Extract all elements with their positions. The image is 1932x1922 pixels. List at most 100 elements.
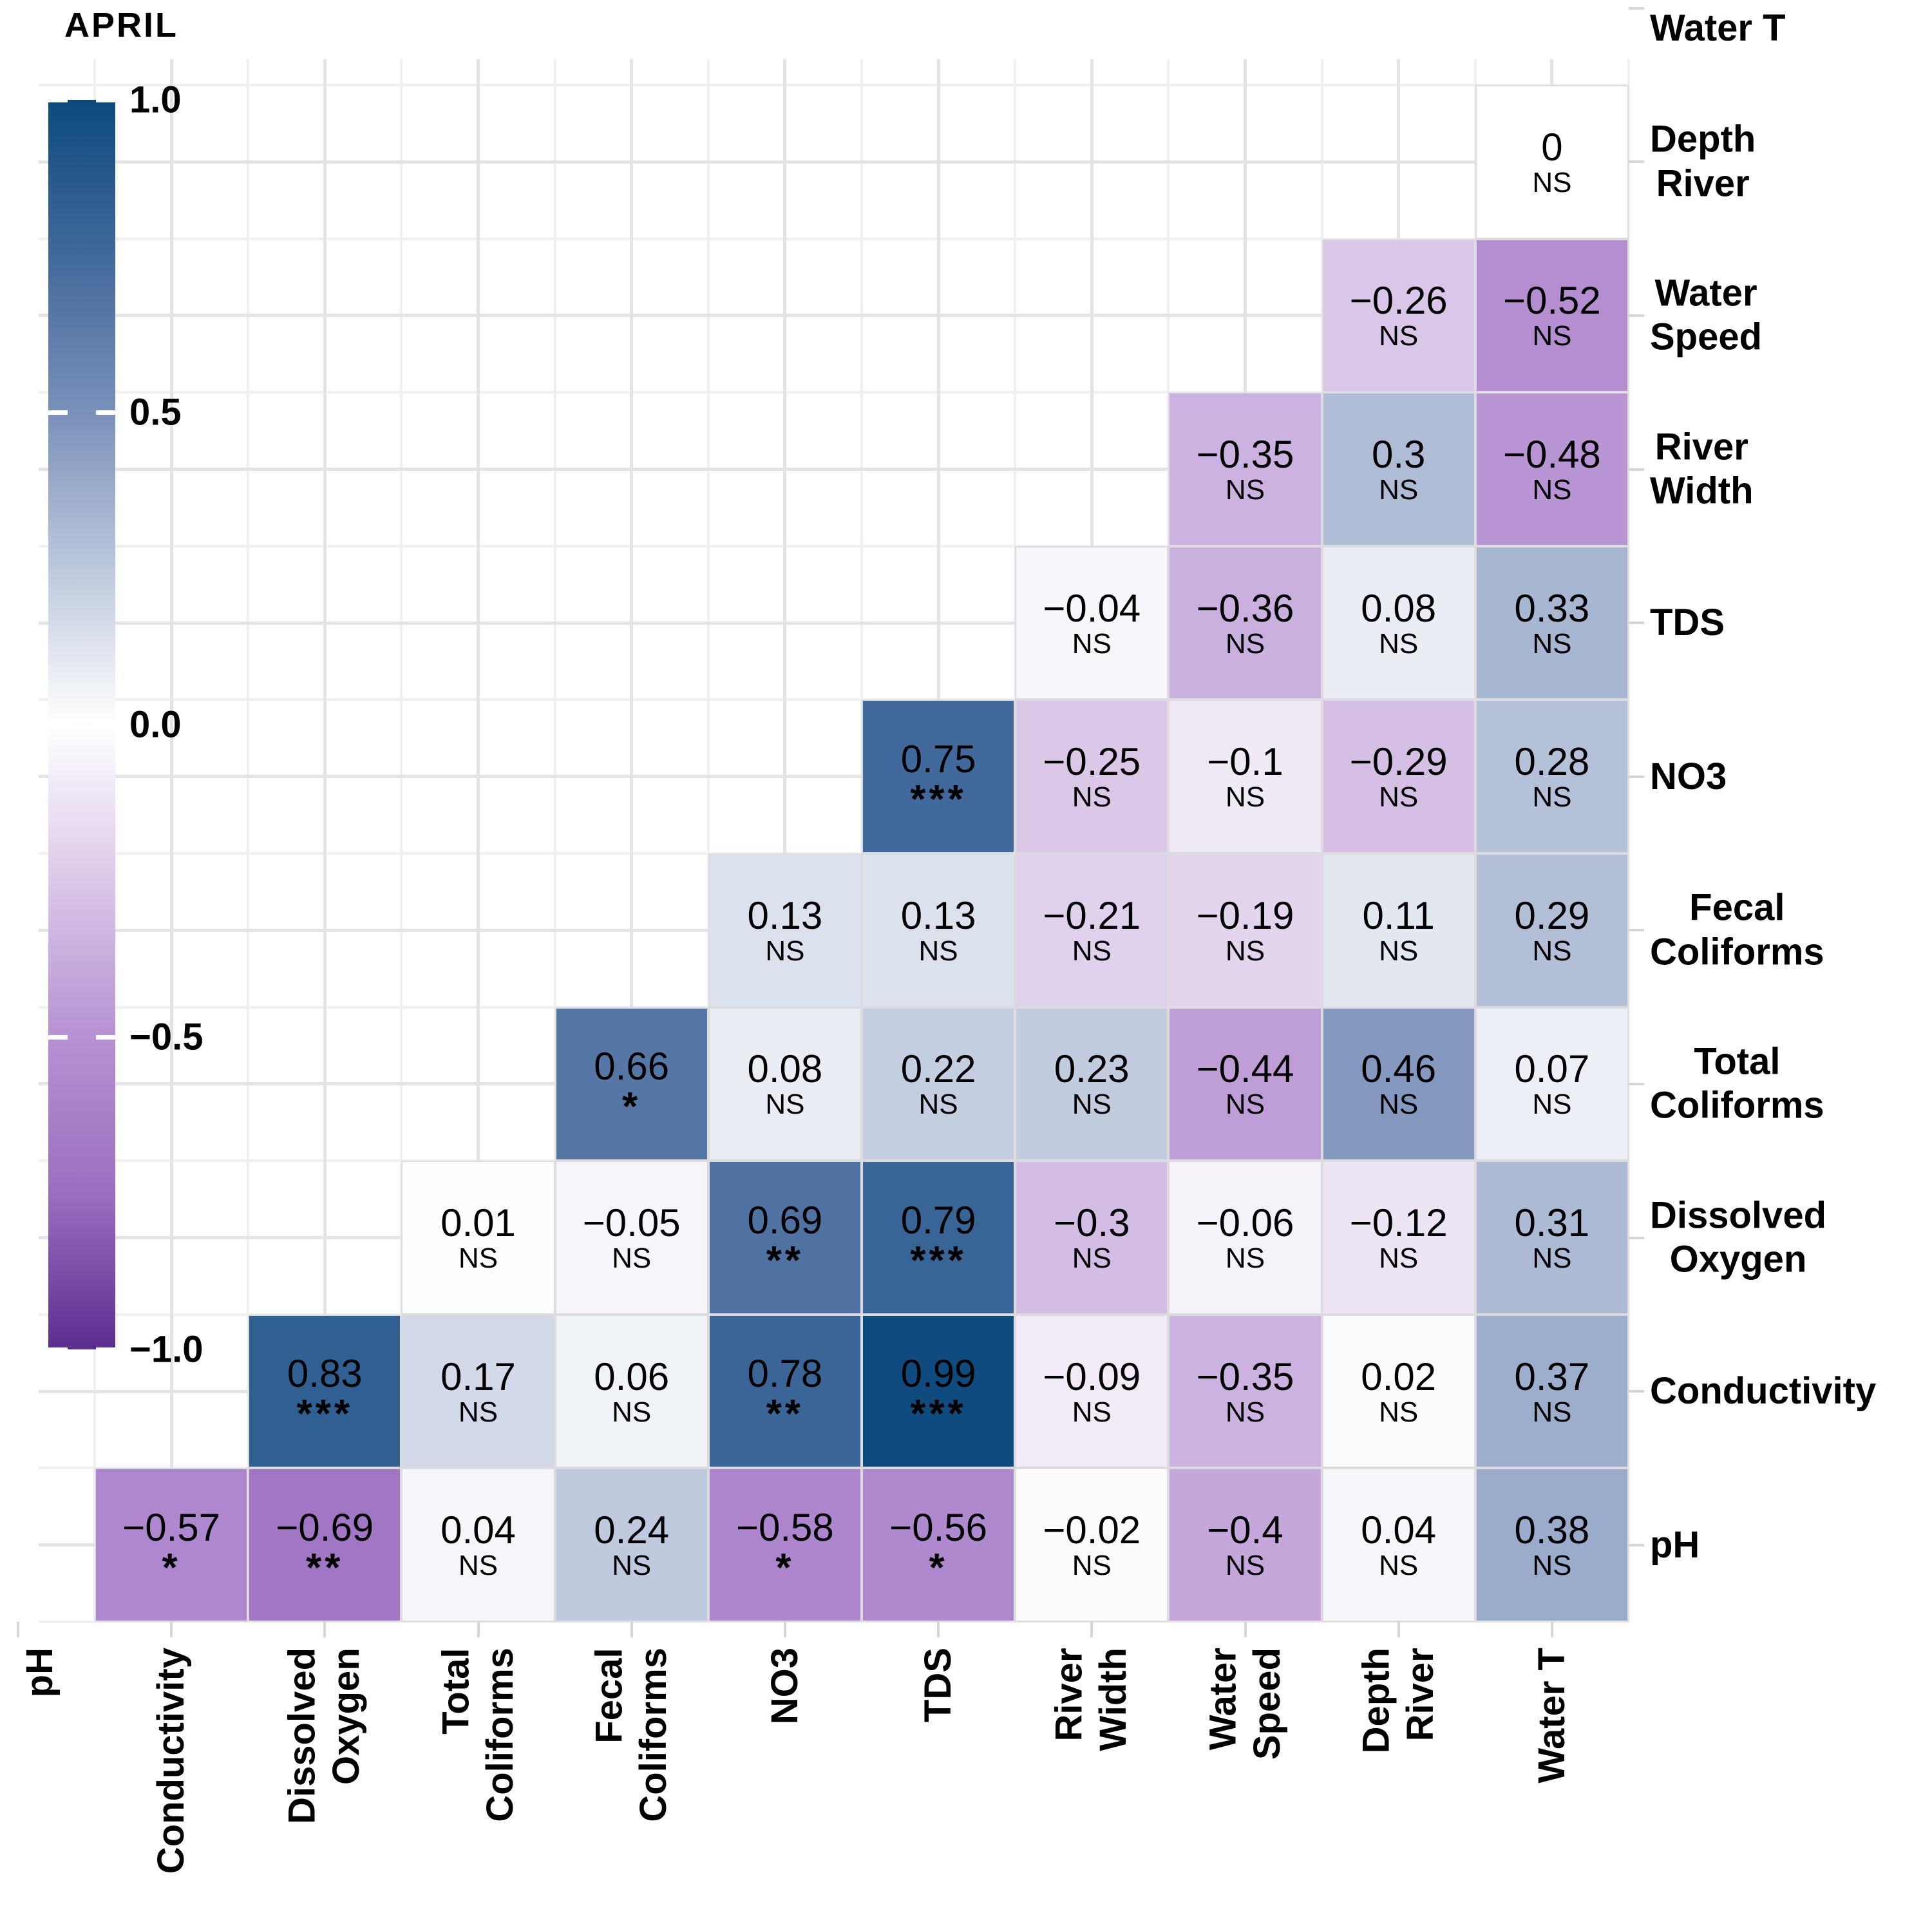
cell-significance: NS [1379,1550,1419,1582]
axis-tick-bottom [170,1622,173,1637]
cell-value: 0.02 [1361,1355,1437,1398]
cell-value: 0.83 [287,1352,363,1396]
axis-tick-bottom [16,1622,19,1637]
correlation-cell: 0.78 ** [708,1314,862,1469]
correlation-cell: −0.19 NS [1168,853,1322,1007]
cell-significance: NS [1532,781,1572,814]
cell-value: 0.08 [747,1047,823,1091]
colorbar-tick-mark [48,98,68,102]
cell-value: 0.99 [900,1352,976,1396]
gridline-minor-v [1627,59,1630,1622]
correlation-cell: −0.4 NS [1168,1468,1322,1622]
cell-significance: NS [1532,1396,1572,1428]
cell-significance: * [929,1545,948,1590]
gridline-major-h [39,621,1629,625]
cell-value: −0.04 [1043,586,1141,630]
correlation-cell: 0.75 *** [862,699,1016,853]
cell-significance: NS [1379,781,1419,814]
cell-value: 0.01 [440,1201,516,1244]
colorbar-tick-mark [96,1035,115,1040]
cell-value: −0.19 [1196,893,1294,937]
correlation-cell: −0.12 NS [1321,1161,1475,1315]
cell-value: −0.35 [1196,1355,1294,1398]
cell-value: 0 [1541,125,1563,169]
cell-value: 0.04 [1361,1508,1437,1552]
cell-significance: NS [918,1089,958,1121]
cell-value: −0.02 [1043,1508,1141,1552]
x-axis-label: Fecal Coliforms [588,1648,674,1822]
x-axis-label: NO3 [763,1648,806,1725]
cell-value: −0.56 [889,1505,987,1549]
y-axis-label: TDS [1650,601,1725,643]
correlation-cell: 0.08 NS [708,1007,862,1161]
gridline-minor-h [39,237,1629,240]
cell-value: −0.57 [122,1505,220,1549]
x-axis-label: Total Coliforms [435,1648,521,1822]
cell-significance: NS [1379,473,1419,506]
correlation-cell: 0.24 NS [554,1468,708,1622]
axis-tick-right [1629,160,1644,164]
gridline-minor-h [39,84,1629,86]
correlation-cell: 0.83 *** [248,1314,402,1469]
cell-significance: *** [910,777,967,822]
y-axis-label: Water Speed [1650,272,1763,358]
cell-significance: ** [766,1238,804,1283]
cell-significance: * [775,1545,795,1590]
axis-tick-bottom [323,1622,327,1637]
correlation-cell: −0.35 NS [1168,1314,1322,1469]
correlation-cell: 0 NS [1475,85,1629,239]
cell-value: 0.79 [900,1198,976,1242]
colorbar-tick-mark [48,410,68,415]
cell-significance: NS [1379,1396,1419,1428]
correlation-cell: 0.3 NS [1321,392,1475,546]
x-axis-label: River Width [1048,1648,1135,1751]
correlation-cell: −0.48 NS [1475,392,1629,546]
cell-value: 0.66 [594,1045,670,1089]
cell-significance: NS [1379,1242,1419,1274]
gridline-major-v [630,59,634,1622]
axis-tick-right [1629,1390,1644,1393]
gridline-major-h [39,468,1629,471]
correlation-cell: 0.38 NS [1475,1468,1629,1622]
cell-value: −0.58 [735,1505,834,1549]
cell-value: 0.22 [900,1047,976,1091]
gridline-minor-v [706,59,710,1622]
cell-value: −0.52 [1502,279,1601,323]
colorbar-tick-label: 0.5 [129,391,182,433]
x-axis-label: pH [18,1648,61,1698]
correlation-cell: 0.23 NS [1015,1007,1169,1161]
cell-significance: NS [1072,1089,1112,1121]
cell-significance: ** [766,1392,804,1437]
cell-significance: NS [1072,781,1112,814]
colorbar-tick-label: −1.0 [129,1328,204,1371]
x-axis-label: TDS [916,1648,959,1722]
axis-tick-bottom [1550,1622,1553,1637]
correlation-cell: −0.02 NS [1015,1468,1169,1622]
cell-significance: NS [1072,1396,1112,1428]
gridline-minor-v [247,59,250,1622]
correlation-cell: −0.3 NS [1015,1161,1169,1315]
correlation-cell: −0.09 NS [1015,1314,1169,1469]
x-axis-label: Water Speed [1202,1648,1288,1760]
correlation-cell: 0.37 NS [1475,1314,1629,1469]
correlation-cell: 0.46 NS [1321,1007,1475,1161]
cell-value: −0.36 [1196,586,1294,630]
cell-value: 0.69 [747,1198,823,1242]
correlation-cell: −0.69 ** [248,1468,402,1622]
cell-value: −0.44 [1196,1047,1294,1091]
correlation-cell: 0.33 NS [1475,546,1629,700]
cell-value: −0.29 [1349,740,1448,784]
cell-significance: NS [1225,1242,1265,1274]
correlation-cell: −0.21 NS [1015,853,1169,1007]
cell-value: 0.46 [1361,1047,1437,1091]
cell-significance: NS [1072,1550,1112,1582]
cell-value: 0.38 [1514,1508,1590,1552]
gridline-major-v [323,59,327,1622]
cell-value: −0.12 [1349,1201,1448,1244]
correlation-cell: −0.05 NS [554,1161,708,1315]
cell-value: −0.69 [276,1505,374,1549]
colorbar-tick-mark [96,410,115,415]
colorbar-tick-mark [96,1347,115,1352]
x-axis-label: Dissolved Oxygen [281,1648,368,1824]
